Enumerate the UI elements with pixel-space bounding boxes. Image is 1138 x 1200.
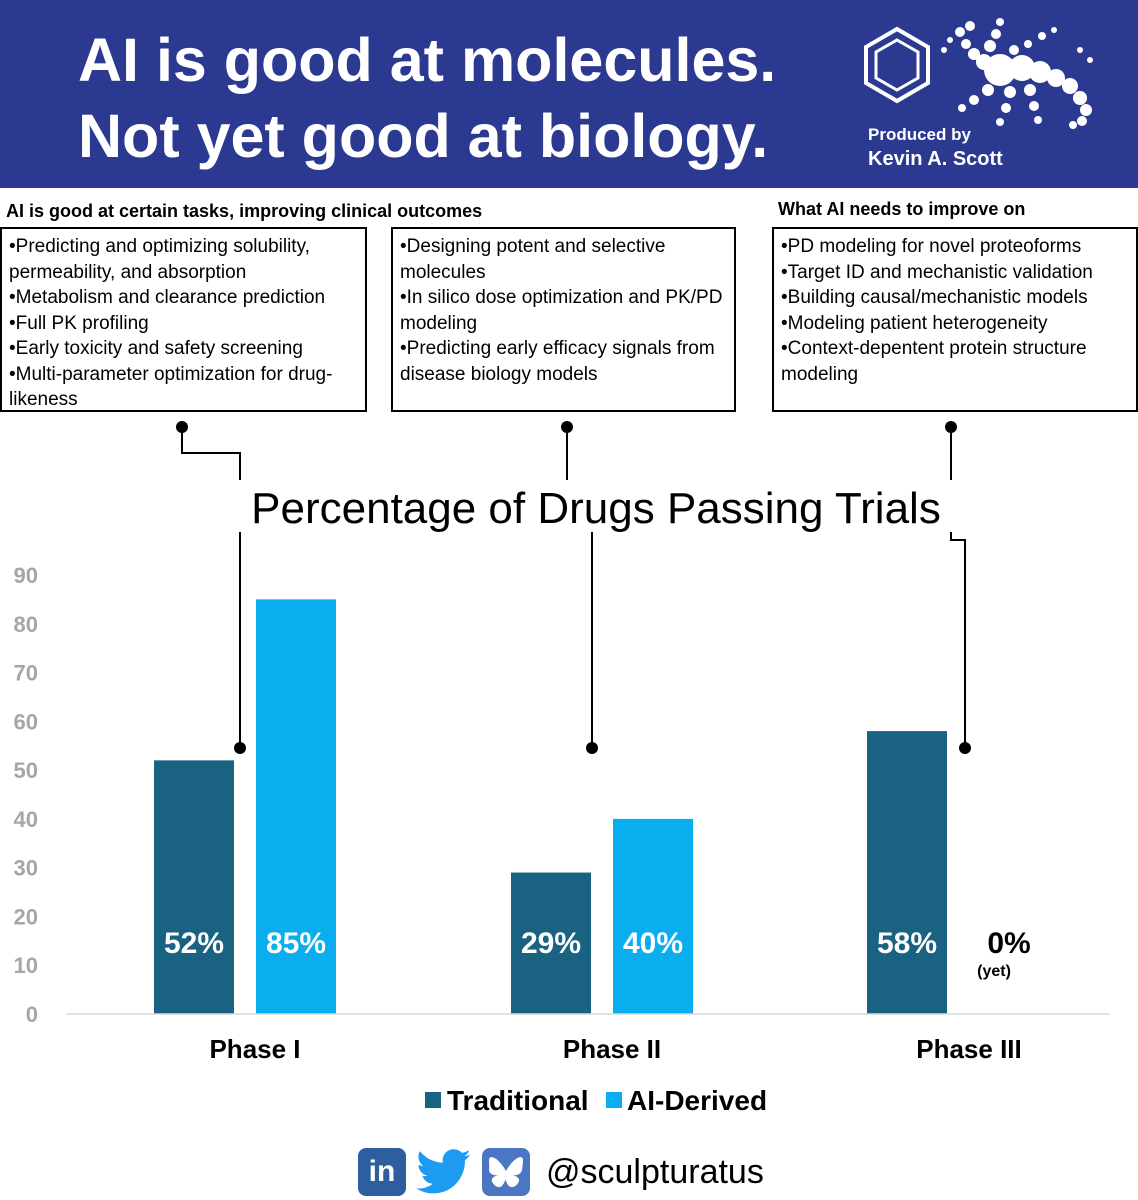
list-item: •Target ID and mechanistic validation — [781, 261, 1093, 283]
twitter-icon[interactable] — [416, 1148, 472, 1196]
bar-traditional-2 — [511, 872, 591, 1014]
list-item: •Metabolism and clearance prediction — [9, 287, 326, 308]
x-category-label: Phase I — [209, 1034, 300, 1064]
bars-layer — [154, 599, 947, 1014]
chart-title: Percentage of Drugs Passing Trials — [251, 484, 941, 533]
list-item: •Building causal/mechanistic models — [781, 287, 1088, 308]
info-box-1-list: •Predicting and optimizing solubility, p… — [9, 234, 358, 413]
twitter-bird-icon — [416, 1149, 471, 1194]
connector-dot — [561, 421, 573, 433]
info-box-2: •Designing potent and selective molecule… — [391, 227, 736, 412]
legend: Traditional AI-Derived — [425, 1085, 767, 1116]
bar-ai-derived-1 — [256, 599, 336, 1014]
connector-dot — [234, 742, 246, 754]
y-tick-label: 10 — [14, 953, 38, 978]
connector-dot — [959, 742, 971, 754]
info-box-3: •PD modeling for novel proteoforms •Targ… — [772, 227, 1138, 412]
bar-traditional-3 — [867, 731, 947, 1014]
list-item: •PD modeling for novel proteoforms — [781, 236, 1082, 257]
list-item: •Designing potent and selective molecule… — [400, 236, 666, 283]
bar-value-label: 0% — [987, 927, 1030, 960]
list-item: •In silico dose optimization and PK/PD m… — [400, 287, 723, 334]
list-item: •Modeling patient heterogeneity — [781, 312, 1048, 334]
list-item: •Predicting and optimizing solubility, p… — [9, 236, 310, 283]
info-box-1: •Predicting and optimizing solubility, p… — [0, 227, 367, 412]
title-line-1: AI is good at molecules. — [78, 26, 777, 94]
x-category-label: Phase II — [563, 1034, 661, 1064]
bluesky-icon[interactable] — [482, 1148, 530, 1196]
benzene-icon — [864, 26, 930, 104]
chart-title-bg — [222, 480, 970, 532]
list-item: •Early toxicity and safety screening — [9, 338, 303, 359]
connector-3 — [950, 427, 966, 748]
data-labels: 52% 85% 29% 40% 58% 0% — [164, 927, 1031, 960]
y-tick-label: 30 — [14, 856, 38, 881]
scorpion-logo-icon — [941, 18, 1093, 129]
strengths-heading: AI is good at certain tasks, improving c… — [6, 201, 483, 221]
legend-swatch-ai-derived — [606, 1092, 622, 1108]
info-box-3-list: •PD modeling for novel proteoforms •Targ… — [781, 234, 1129, 387]
y-tick-label: 20 — [14, 904, 38, 929]
improvements-heading: What AI needs to improve on — [778, 199, 1026, 219]
bar-value-label: 29% — [521, 927, 581, 960]
author-name: Kevin A. Scott — [868, 148, 1003, 170]
info-box-2-list: •Designing potent and selective molecule… — [400, 234, 727, 387]
y-tick-label: 90 — [14, 563, 38, 588]
page-title: AI is good at molecules. Not yet good at… — [78, 22, 776, 174]
y-tick-label: 50 — [14, 758, 38, 783]
bar-value-label: 40% — [623, 927, 683, 960]
bar-value-label: 85% — [266, 927, 326, 960]
produced-by-label: Produced by — [868, 125, 971, 144]
connector-2 — [566, 427, 593, 748]
legend-label-ai-derived: AI-Derived — [627, 1085, 767, 1116]
bar-traditional-1 — [154, 760, 234, 1014]
list-item: •Full PK profiling — [9, 312, 149, 334]
x-category-label: Phase III — [916, 1034, 1022, 1064]
legend-swatch-traditional — [425, 1092, 441, 1108]
connector-dot — [176, 421, 188, 433]
list-item: •Predicting early efficacy signals from … — [400, 338, 715, 385]
connector-dot — [945, 421, 957, 433]
linkedin-icon[interactable]: in — [358, 1148, 406, 1196]
y-tick-label: 0 — [26, 1002, 38, 1027]
x-axis-categories: Phase I Phase II Phase III — [209, 1034, 1021, 1064]
title-line-2: Not yet good at biology. — [78, 102, 769, 170]
y-tick-label: 40 — [14, 807, 38, 832]
connector-dot — [586, 742, 598, 754]
yet-annotation: (yet) — [977, 963, 1011, 980]
y-axis: 0 10 20 30 40 50 60 70 80 90 — [14, 563, 38, 1027]
list-item: •Context-depentent protein structure mod… — [781, 338, 1087, 385]
legend-label-traditional: Traditional — [447, 1085, 589, 1116]
y-tick-label: 70 — [14, 661, 38, 686]
butterfly-icon — [489, 1157, 523, 1187]
header-banner: AI is good at molecules. Not yet good at… — [0, 0, 1138, 188]
y-tick-label: 80 — [14, 612, 38, 637]
social-handle[interactable]: @sculpturatus — [546, 1152, 764, 1191]
bar-value-label: 58% — [877, 927, 937, 960]
producer-credit: Produced by Kevin A. Scott — [868, 124, 1003, 172]
connector-1 — [181, 427, 241, 748]
social-footer: in @sculpturatus — [358, 1146, 764, 1198]
list-item: •Multi-parameter optimization for drug-l… — [9, 363, 333, 411]
bar-ai-derived-2 — [613, 818, 693, 1014]
linkedin-icon-text: in — [368, 1155, 396, 1188]
connector-dots — [176, 421, 971, 754]
y-tick-label: 60 — [14, 709, 38, 734]
bar-value-label: 52% — [164, 927, 224, 960]
